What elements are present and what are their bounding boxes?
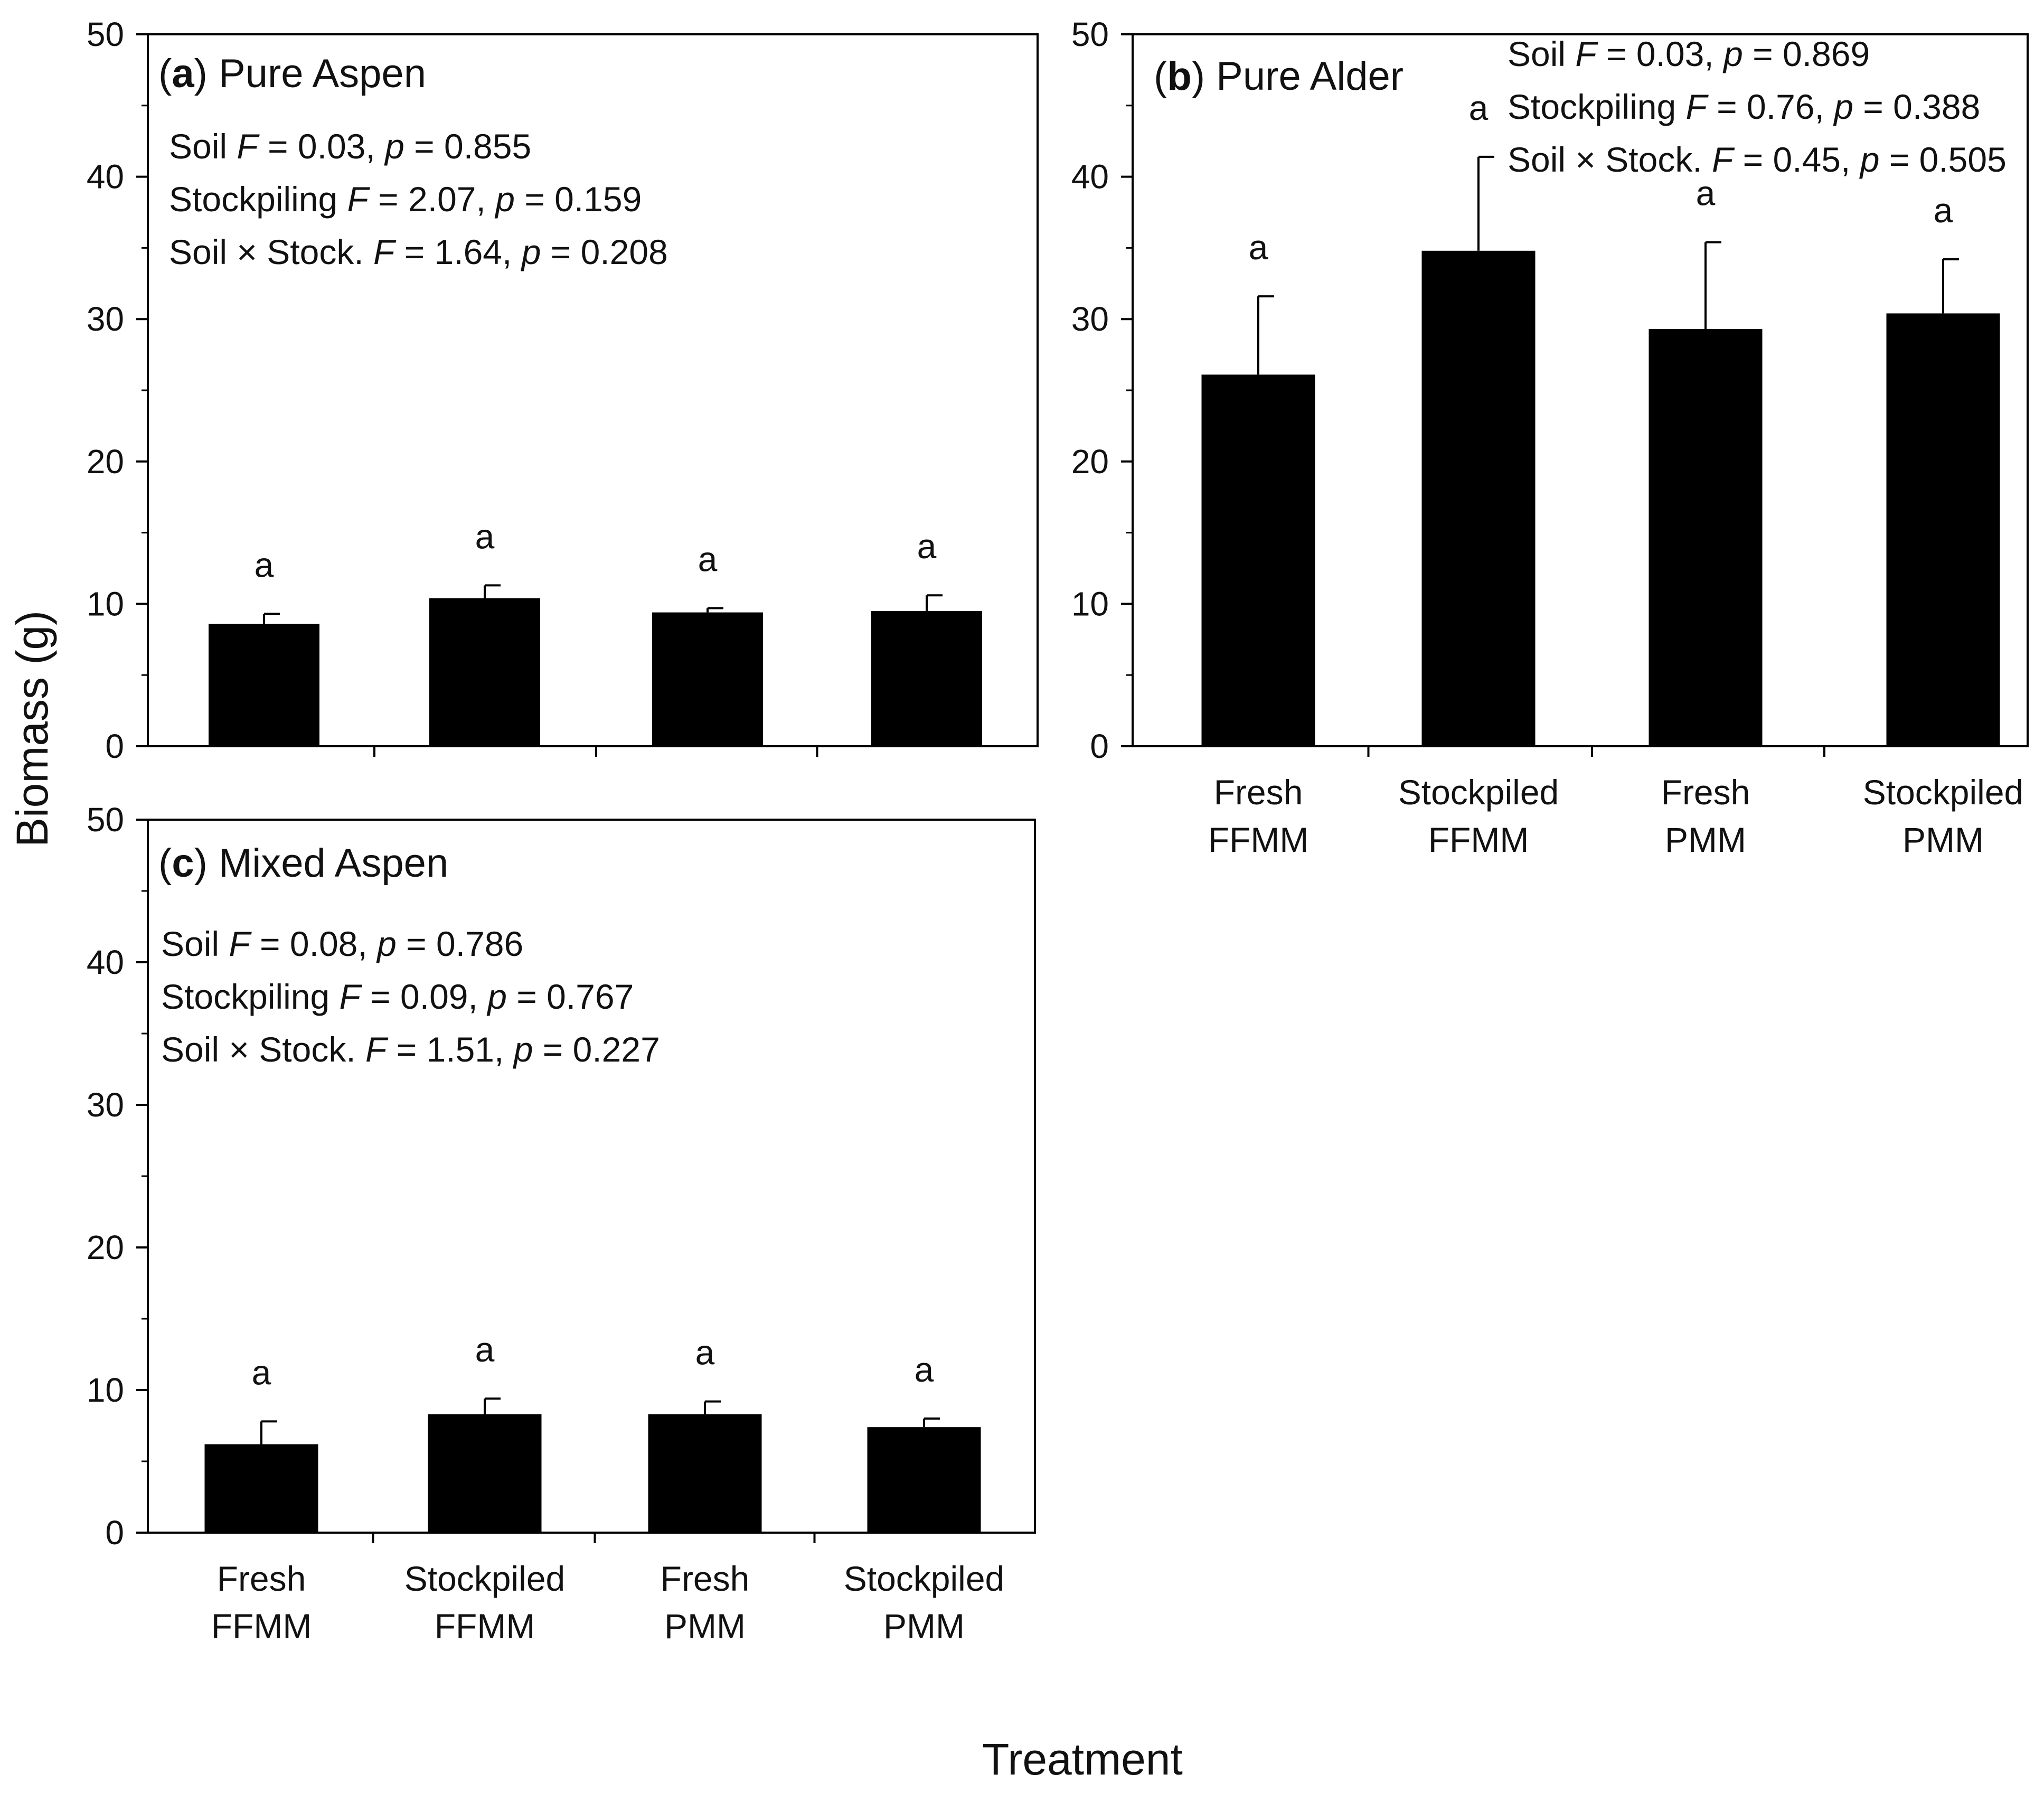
- significance-letter: a: [1469, 88, 1489, 127]
- significance-letter: a: [255, 545, 274, 584]
- y-tick-label: 0: [105, 727, 124, 765]
- y-axis-title: Biomass (g): [7, 611, 57, 847]
- panel-title: (a) Pure Aspen: [158, 51, 426, 96]
- bar: [1649, 329, 1763, 746]
- category-label: Stockpiled: [1398, 773, 1559, 812]
- bar: [1886, 313, 2000, 746]
- stats-line: Stockpiling F = 0.76, p = 0.388: [1508, 87, 1980, 126]
- stats-line: Soil F = 0.08, p = 0.786: [161, 924, 523, 963]
- stats-line: Soil F = 0.03, p = 0.855: [169, 127, 531, 166]
- significance-letter: a: [1934, 191, 1953, 230]
- category-label: Stockpiled: [1863, 773, 2024, 812]
- bar: [652, 612, 763, 746]
- y-tick-label: 20: [1071, 443, 1109, 481]
- category-label: Fresh: [661, 1559, 750, 1598]
- y-tick-label: 50: [87, 801, 124, 839]
- significance-letter: a: [475, 517, 495, 556]
- stats-line: Soil F = 0.03, p = 0.869: [1508, 34, 1870, 73]
- category-label: Fresh: [1661, 773, 1750, 812]
- bar: [429, 598, 540, 746]
- category-label: PMM: [1665, 820, 1746, 859]
- y-tick-label: 10: [1071, 585, 1109, 623]
- bar: [648, 1414, 762, 1533]
- category-label: Fresh: [217, 1559, 306, 1598]
- stats-line: Soil × Stock. F = 1.51, p = 0.227: [161, 1030, 660, 1069]
- bar: [209, 624, 319, 746]
- significance-letter: a: [475, 1330, 495, 1369]
- stats-line: Stockpiling F = 0.09, p = 0.767: [161, 977, 634, 1016]
- bar: [1201, 374, 1315, 746]
- panel-title: (b) Pure Alder: [1154, 54, 1404, 99]
- significance-letter: a: [1696, 174, 1716, 213]
- stats-line: Stockpiling F = 2.07, p = 0.159: [169, 180, 642, 219]
- stats-line: Soil × Stock. F = 1.64, p = 0.208: [169, 232, 668, 271]
- stats-line: Soil × Stock. F = 0.45, p = 0.505: [1508, 140, 2007, 179]
- y-tick-label: 10: [87, 1371, 124, 1409]
- y-tick-label: 40: [87, 158, 124, 196]
- category-label: PMM: [664, 1607, 746, 1646]
- category-label: FFMM: [435, 1607, 535, 1646]
- y-tick-label: 0: [105, 1514, 124, 1552]
- y-tick-label: 30: [87, 1086, 124, 1124]
- bar: [867, 1427, 981, 1533]
- y-tick-label: 40: [1071, 158, 1109, 196]
- category-label: FFMM: [211, 1607, 312, 1646]
- category-label: Stockpiled: [844, 1559, 1005, 1598]
- significance-letter: a: [695, 1333, 715, 1372]
- bar: [871, 611, 982, 746]
- y-tick-label: 20: [87, 1228, 124, 1266]
- x-axis-title: Treatment: [982, 1734, 1183, 1784]
- category-label: Stockpiled: [404, 1559, 566, 1598]
- category-label: PMM: [1902, 820, 1984, 859]
- bar: [428, 1414, 542, 1533]
- category-label: FFMM: [1428, 820, 1529, 859]
- y-tick-label: 40: [87, 943, 124, 981]
- bar: [1421, 250, 1536, 746]
- y-tick-label: 50: [1071, 15, 1109, 53]
- y-tick-label: 20: [87, 443, 124, 481]
- panel-c: 0 10 20 30 40 50 a a a a Fresh FFMM Stockpiled FFMM Fr…: [87, 801, 1036, 1646]
- bar: [204, 1444, 318, 1533]
- panels: 0 10 20 30 40 50 a a a a (a) Pure Aspen Soil F = 0.…: [87, 15, 2029, 1646]
- category-label: Fresh: [1214, 773, 1303, 812]
- y-tick-label: 10: [87, 585, 124, 623]
- panel-b: 0 10 20 30 40 50 a a a a Fresh FFMM Stockpiled FFMM Fr…: [1071, 15, 2029, 859]
- significance-letter: a: [1249, 228, 1268, 267]
- significance-letter: a: [252, 1353, 271, 1392]
- y-tick-label: 30: [1071, 300, 1109, 338]
- y-tick-label: 50: [87, 15, 124, 53]
- panel-title: (c) Mixed Aspen: [158, 841, 448, 886]
- y-tick-label: 0: [1090, 727, 1109, 765]
- panel-a: 0 10 20 30 40 50 a a a a (a) Pure Aspen Soil F = 0.…: [87, 15, 1039, 765]
- significance-letter: a: [698, 539, 718, 578]
- y-tick-label: 30: [87, 300, 124, 338]
- significance-letter: a: [917, 527, 937, 566]
- category-label: FFMM: [1208, 820, 1309, 859]
- category-label: PMM: [883, 1607, 965, 1646]
- significance-letter: a: [915, 1350, 934, 1389]
